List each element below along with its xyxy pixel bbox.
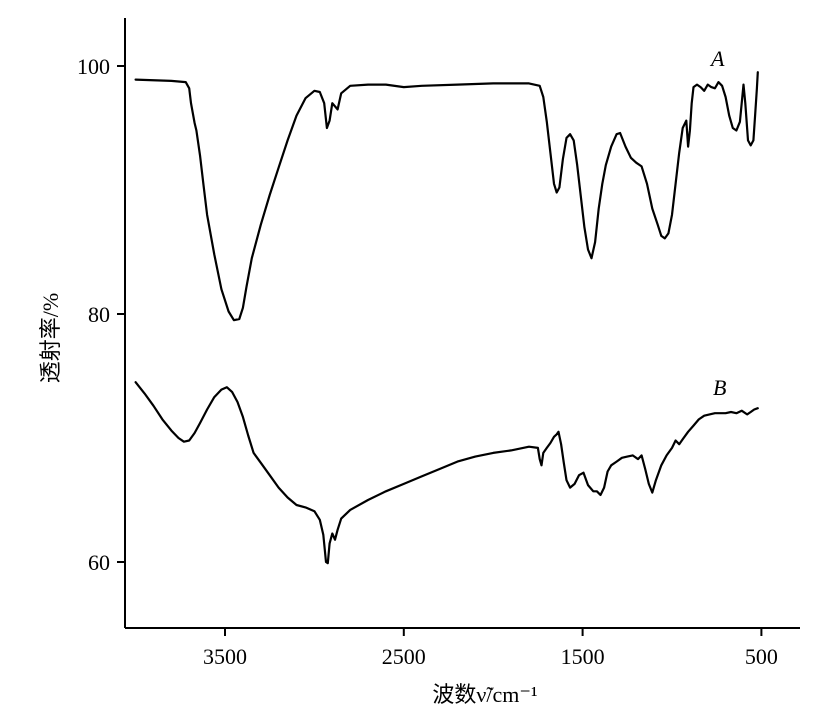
- series-label-a: A: [709, 46, 725, 71]
- x-tick-label: 2500: [382, 644, 426, 669]
- x-tick-label: 3500: [203, 644, 247, 669]
- plot-axes: [124, 18, 800, 629]
- y-axis-label: 透射率/%: [38, 293, 63, 383]
- series-line-a: [134, 71, 759, 322]
- y-ticks: 60 80 100: [77, 54, 125, 575]
- series-label-b: B: [713, 375, 726, 400]
- x-ticks: 3500 2500 1500 500: [203, 628, 778, 669]
- x-tick-label: 500: [745, 644, 778, 669]
- y-tick-label: 100: [77, 54, 110, 79]
- series-line-b: [134, 381, 759, 565]
- y-tick-label: 80: [88, 302, 110, 327]
- x-axis-label: 波数ν̃/cm⁻¹: [432, 682, 537, 707]
- x-tick-label: 1500: [561, 644, 605, 669]
- y-tick-label: 60: [88, 550, 110, 575]
- series-group: [134, 71, 759, 565]
